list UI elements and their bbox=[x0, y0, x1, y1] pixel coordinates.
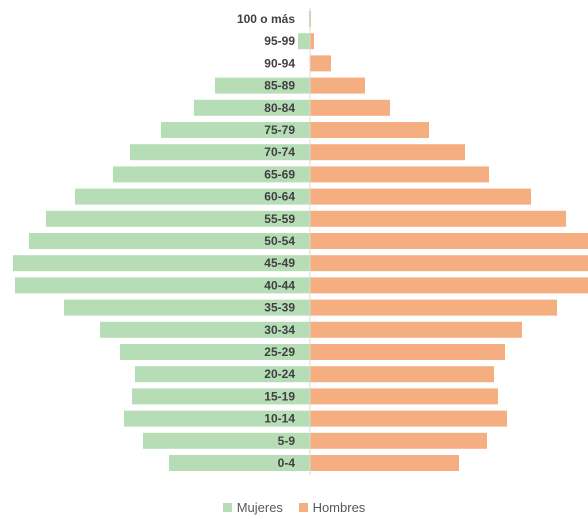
bar-mujeres-10 bbox=[29, 233, 310, 249]
bar-mujeres-4 bbox=[194, 99, 310, 116]
bar-mujeres-9 bbox=[46, 210, 310, 227]
age-label-3: 85-89 bbox=[264, 79, 295, 93]
legend-swatch-mujeres bbox=[222, 503, 232, 512]
bar-hombres-14 bbox=[310, 321, 522, 338]
age-group-labels: 100 o más 95-99 90-94 85-89 80-84 75-79 70-74 6… bbox=[237, 12, 295, 470]
age-label-8: 60-64 bbox=[264, 190, 295, 204]
bar-hombres-5 bbox=[310, 122, 429, 138]
legend-item-mujeres: Mujeres bbox=[222, 500, 283, 515]
bar-hombres-20 bbox=[310, 455, 459, 471]
legend-label-hombres: Hombres bbox=[312, 500, 366, 515]
bar-mujeres-18 bbox=[124, 410, 310, 427]
age-label-12: 40-44 bbox=[264, 278, 295, 292]
age-label-10: 50-54 bbox=[264, 234, 295, 248]
bar-hombres-6 bbox=[310, 144, 465, 161]
bar-mujeres-8 bbox=[75, 188, 310, 205]
bar-mujeres-16 bbox=[135, 366, 310, 383]
bar-hombres-18 bbox=[310, 410, 507, 427]
mujeres-bars bbox=[13, 11, 310, 471]
bar-mujeres-14 bbox=[100, 321, 310, 338]
age-label-18: 10-14 bbox=[264, 412, 295, 426]
bar-mujeres-6 bbox=[130, 144, 310, 161]
population-pyramid-chart: 100 o más 95-99 90-94 85-89 80-84 75-79 70-74 6… bbox=[13, 8, 588, 475]
bar-hombres-11 bbox=[310, 255, 588, 272]
bar-mujeres-17 bbox=[132, 388, 310, 405]
age-label-2: 90-94 bbox=[264, 56, 295, 70]
age-label-16: 20-24 bbox=[264, 367, 295, 381]
bar-hombres-16 bbox=[310, 366, 494, 383]
bar-hombres-7 bbox=[310, 166, 489, 183]
bar-hombres-17 bbox=[310, 388, 498, 405]
age-label-14: 30-34 bbox=[264, 323, 295, 337]
bar-hombres-3 bbox=[310, 77, 365, 94]
bar-mujeres-7 bbox=[113, 166, 310, 183]
legend-item-hombres: Hombres bbox=[298, 500, 366, 515]
age-label-5: 75-79 bbox=[264, 123, 295, 137]
bar-hombres-4 bbox=[310, 99, 390, 116]
age-label-13: 35-39 bbox=[264, 301, 295, 315]
bar-hombres-12 bbox=[310, 277, 588, 294]
chart-legend: Mujeres Hombres bbox=[0, 500, 588, 515]
bar-hombres-8 bbox=[310, 188, 531, 205]
bar-hombres-15 bbox=[310, 344, 505, 360]
bar-mujeres-3 bbox=[215, 77, 310, 94]
legend-swatch-hombres bbox=[298, 503, 308, 512]
age-label-19: 5-9 bbox=[278, 434, 296, 448]
bar-mujeres-19 bbox=[143, 432, 310, 449]
bar-mujeres-1 bbox=[298, 33, 310, 50]
age-label-0: 100 o más bbox=[237, 12, 295, 26]
hombres-bars bbox=[310, 11, 588, 471]
bar-mujeres-15 bbox=[120, 344, 310, 360]
age-label-11: 45-49 bbox=[264, 256, 295, 270]
bar-mujeres-20 bbox=[169, 455, 310, 471]
bar-hombres-19 bbox=[310, 432, 487, 449]
age-label-15: 25-29 bbox=[264, 345, 295, 359]
age-label-7: 65-69 bbox=[264, 167, 295, 181]
bar-mujeres-5 bbox=[161, 122, 310, 138]
bar-mujeres-12 bbox=[15, 277, 310, 294]
age-label-20: 0-4 bbox=[278, 456, 296, 470]
age-label-1: 95-99 bbox=[264, 34, 295, 48]
age-label-4: 80-84 bbox=[264, 101, 295, 115]
bar-mujeres-13 bbox=[64, 299, 310, 316]
legend-label-mujeres: Mujeres bbox=[236, 500, 283, 515]
age-label-9: 55-59 bbox=[264, 212, 295, 226]
age-label-17: 15-19 bbox=[264, 389, 295, 403]
bar-mujeres-11 bbox=[13, 255, 310, 272]
bar-hombres-2 bbox=[310, 55, 331, 72]
bar-hombres-1 bbox=[310, 33, 314, 50]
bar-hombres-13 bbox=[310, 299, 557, 316]
age-label-6: 70-74 bbox=[264, 145, 295, 159]
bar-hombres-10 bbox=[310, 233, 588, 249]
bar-hombres-9 bbox=[310, 210, 566, 227]
